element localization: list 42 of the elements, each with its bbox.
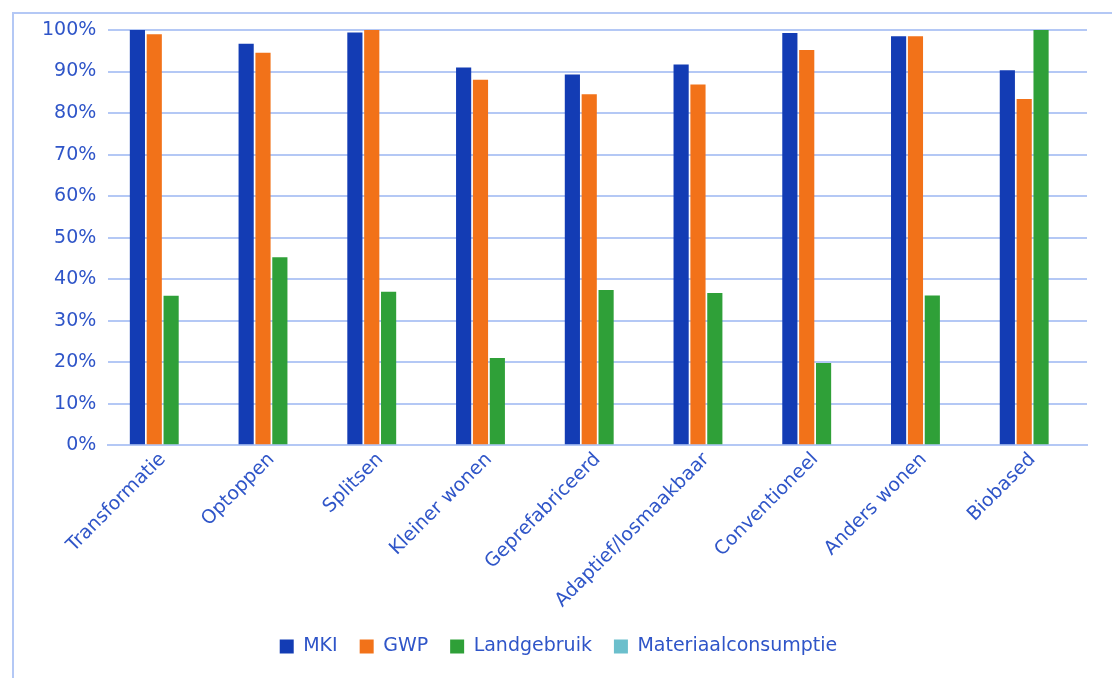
y-tick-label: 100% bbox=[41, 16, 97, 39]
bar bbox=[489, 358, 505, 445]
y-tick-label: 80% bbox=[54, 100, 97, 122]
bar bbox=[1016, 98, 1032, 445]
bar bbox=[782, 32, 798, 445]
bar bbox=[272, 257, 288, 445]
bar bbox=[690, 84, 706, 445]
bar bbox=[472, 79, 489, 445]
bar bbox=[799, 49, 815, 445]
bar bbox=[999, 70, 1015, 445]
bar bbox=[891, 36, 907, 445]
bar bbox=[255, 52, 271, 445]
bar bbox=[364, 30, 380, 445]
y-tick-label: 0% bbox=[66, 432, 97, 455]
y-tick-label: 70% bbox=[54, 141, 97, 164]
y-tick-label: 60% bbox=[54, 183, 97, 206]
y-tick-label: 10% bbox=[54, 390, 97, 413]
bar bbox=[673, 64, 689, 445]
bar bbox=[598, 289, 614, 445]
bar bbox=[815, 363, 832, 445]
bar bbox=[456, 67, 472, 445]
legend-label: GWP bbox=[383, 633, 429, 656]
bar bbox=[1033, 30, 1049, 445]
bar bbox=[924, 295, 940, 445]
y-tick-label: 30% bbox=[54, 307, 97, 330]
y-tick-label: 40% bbox=[54, 266, 97, 289]
bar bbox=[564, 74, 580, 445]
legend-label: MKI bbox=[303, 633, 338, 656]
bar bbox=[581, 94, 597, 445]
legend-label: Materiaalconsumptie bbox=[637, 633, 838, 656]
y-tick-label: 90% bbox=[54, 58, 97, 81]
bar bbox=[381, 291, 397, 445]
legend-label: Landgebruik bbox=[473, 633, 592, 656]
bar bbox=[146, 34, 162, 445]
bar bbox=[707, 292, 723, 445]
bar bbox=[907, 36, 924, 445]
bar bbox=[129, 30, 145, 445]
bar bbox=[238, 43, 254, 445]
bar bbox=[163, 295, 179, 445]
bar bbox=[347, 32, 363, 445]
y-tick-label: 20% bbox=[54, 349, 97, 372]
y-tick-label: 50% bbox=[54, 224, 97, 247]
